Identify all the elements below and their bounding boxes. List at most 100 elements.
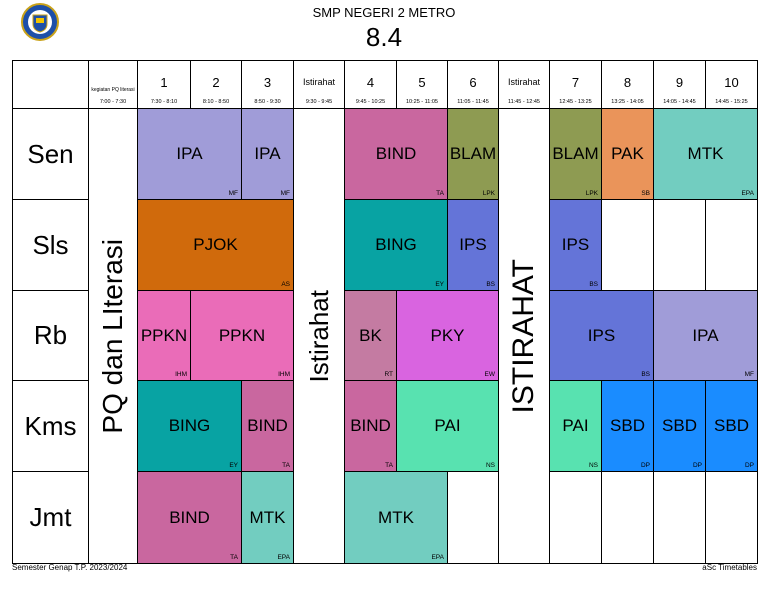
column-time: 10:25 - 11:05 [405,99,438,105]
lesson-block: IPS BS [549,199,602,291]
footer-right: aSc Timetables [702,563,757,572]
column-header: 3 8:50 - 9:30 [241,60,294,109]
column-time: 11:45 - 12:45 [507,99,540,105]
empty-cell [705,471,758,564]
column-header: 9 14:05 - 14:45 [653,60,706,109]
empty-cell [705,199,758,291]
lesson-block: IPA MF [137,108,242,200]
lesson-block: IPS BS [549,290,654,381]
lesson-teacher: TA [282,462,290,469]
lesson-block: BIND TA [344,380,397,472]
lesson-subject: BING [168,416,211,435]
lesson-teacher: TA [436,190,444,197]
lesson-subject: BIND [350,416,391,435]
column-label: 4 [366,75,375,90]
column-time: 14:05 - 14:45 [663,99,696,105]
header-corner [12,60,89,109]
lesson-teacher: EW [484,371,495,378]
column-header: Istirahat 11:45 - 12:45 [498,60,550,109]
lesson-subject: IPA [692,325,719,345]
lesson-teacher: IHM [175,371,187,378]
column-label: 2 [212,75,220,90]
column-header: kegiatan PQ literasi 7:00 - 7:30 [88,60,138,109]
lesson-subject: BLAM [552,144,599,163]
vertical-banner: ISTIRAHAT [498,108,550,564]
lesson-subject: BK [359,325,382,345]
lesson-subject: MTK [687,144,724,163]
vertical-banner: PQ dan LIterasi [88,108,138,564]
lesson-subject: IPS [561,235,590,254]
lesson-teacher: AS [281,281,290,288]
banner-text: Istirahat [303,289,334,383]
lesson-block: PAI NS [396,380,499,472]
column-header: 1 7:30 - 8:10 [137,60,191,109]
lesson-subject: BIND [169,507,210,527]
lesson-teacher: IHM [278,371,290,378]
column-header: 6 11:05 - 11:45 [447,60,499,109]
lesson-subject: PAI [562,416,589,435]
lesson-subject: PAK [611,144,644,163]
lesson-subject: BIND [247,416,288,435]
day-label: Rb [12,290,89,381]
lesson-teacher: DP [692,462,702,469]
day-label: Sls [12,199,89,291]
lesson-block: PPKN IHM [137,290,191,381]
lesson-block: MTK EPA [241,471,294,564]
column-label: Istirahat [507,77,540,87]
lesson-teacher: TA [385,462,393,469]
lesson-subject: IPA [254,144,281,163]
school-name: SMP NEGERI 2 METRO [312,5,456,20]
vertical-banner: Istirahat [293,108,345,564]
column-header: 5 10:25 - 11:05 [396,60,448,109]
lesson-teacher: LPK [585,190,598,197]
day-label: Sen [12,108,89,200]
lesson-subject: BLAM [449,144,497,163]
lesson-subject: SBD [610,416,645,435]
lesson-block: BIND TA [344,108,448,200]
column-time: 7:00 - 7:30 [99,99,127,105]
empty-cell [549,471,602,564]
lesson-block: IPA MF [241,108,294,200]
lesson-block: IPS BS [447,199,499,291]
column-label: 5 [418,75,426,90]
lesson-teacher: NS [485,462,495,469]
lesson-teacher: SB [641,190,650,197]
lesson-block: BK RT [344,290,397,381]
footer-left: Semester Genap T.P. 2023/2024 [12,563,128,572]
lesson-teacher: DP [640,462,650,469]
column-time: 9:45 - 10:25 [355,99,386,105]
column-label: kegiatan PQ literasi [91,87,135,93]
lesson-block: SBD DP [653,380,706,472]
column-label: 10 [724,75,739,90]
lesson-teacher: MF [228,190,238,197]
empty-cell [653,471,706,564]
column-header: 2 8:10 - 8:50 [190,60,242,109]
day-label: Jmt [12,471,89,564]
lesson-subject: MTK [249,507,286,527]
lesson-block: BIND TA [137,471,242,564]
lesson-subject: MTK [378,507,414,527]
class-name: 8.4 [365,22,403,52]
lesson-block: SBD DP [705,380,758,472]
lesson-block: PKY EW [396,290,499,381]
column-time: 13:25 - 14:05 [611,99,644,105]
lesson-subject: IPA [176,144,203,163]
lesson-teacher: BS [486,281,495,288]
lesson-block: PAI NS [549,380,602,472]
lesson-block: PPKN IHM [190,290,294,381]
column-time: 9:30 - 9:45 [305,99,333,105]
column-label: 3 [263,75,272,90]
column-time: 14:45 - 15:25 [715,99,748,105]
lesson-block: IPA MF [653,290,758,381]
lesson-subject: SBD [662,416,697,435]
lesson-teacher: MF [280,190,290,197]
lesson-block: BIND TA [241,380,294,472]
lesson-teacher: RT [384,371,393,378]
column-header: 10 14:45 - 15:25 [705,60,758,109]
column-time: 7:30 - 8:10 [150,99,178,105]
banner-text: PQ dan LIterasi [97,238,128,434]
column-header: 7 12:45 - 13:25 [549,60,602,109]
column-header: 4 9:45 - 10:25 [344,60,397,109]
lesson-subject: PAI [434,416,461,435]
